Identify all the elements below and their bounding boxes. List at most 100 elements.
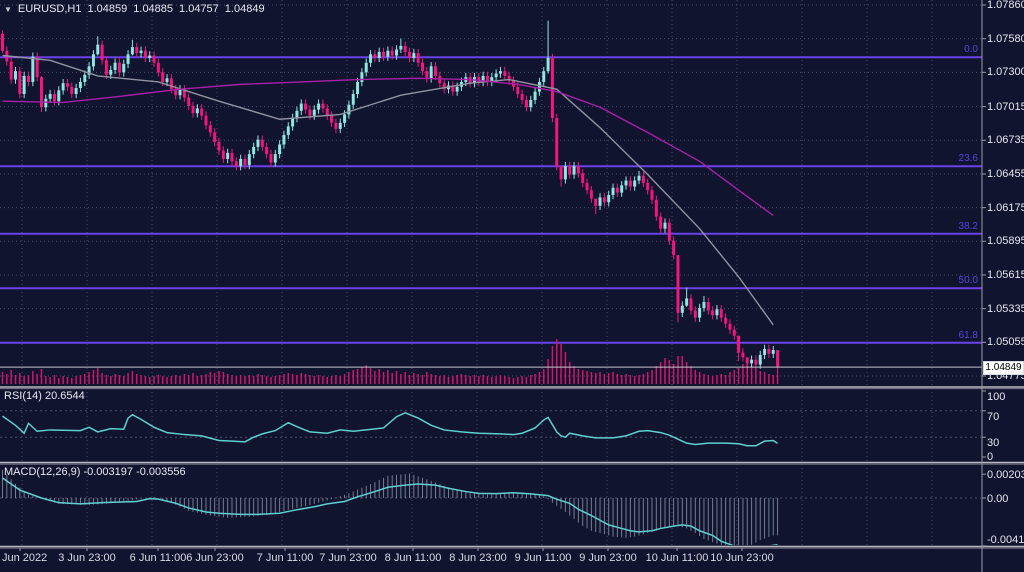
- candle-body: [680, 305, 684, 313]
- candle-body: [524, 99, 528, 108]
- volume-bar: [144, 376, 147, 384]
- candle-body: [334, 122, 338, 129]
- volume-bar: [564, 352, 567, 384]
- price-axis-label: 1.05335: [987, 302, 1024, 315]
- candle-body: [18, 71, 22, 94]
- volume-bar: [620, 375, 623, 384]
- volume-bar: [707, 375, 710, 384]
- candle-body: [208, 125, 212, 133]
- time-axis-label: 6 Jun 23:00: [186, 552, 244, 564]
- volume-bar: [642, 374, 645, 384]
- candle-body: [589, 190, 593, 199]
- volume-bar: [14, 375, 17, 384]
- volume-bar: [209, 372, 212, 384]
- volume-bar: [192, 373, 194, 384]
- volume-bar: [607, 373, 610, 384]
- ohlc-open: 1.04859: [87, 3, 128, 15]
- volume-bar: [10, 370, 12, 384]
- volume-bar: [555, 339, 558, 384]
- candle-body: [135, 47, 139, 54]
- volume-bar: [478, 376, 480, 384]
- candle-body: [217, 142, 221, 151]
- candle-body: [615, 187, 619, 193]
- volume-bar: [53, 375, 56, 384]
- volume-bar: [32, 371, 34, 384]
- candle-body: [442, 83, 446, 90]
- volume-bar: [252, 376, 255, 384]
- candle-body: [321, 103, 325, 109]
- candle-body: [724, 317, 728, 324]
- candle-body: [178, 89, 182, 96]
- volume-bar: [469, 376, 471, 384]
- candle-body: [273, 154, 277, 163]
- volume-bar: [330, 376, 333, 384]
- candle-body: [74, 87, 78, 94]
- volume-bar: [655, 366, 658, 384]
- volume-bar: [213, 373, 216, 384]
- candle-body: [702, 302, 706, 309]
- volume-bar: [594, 373, 597, 384]
- volume-bar: [711, 376, 714, 384]
- volume-bar: [339, 376, 341, 384]
- volume-bar: [525, 377, 528, 384]
- volume-bar: [352, 370, 354, 384]
- ohlc-header: ▼ EURUSD,H1 1.04859 1.04885 1.04757 1.04…: [4, 3, 265, 15]
- price-axis-label: 1.05055: [987, 336, 1024, 349]
- candle-body: [65, 83, 69, 87]
- candle-body: [260, 139, 264, 147]
- candle-body: [347, 104, 351, 115]
- candle-body: [113, 62, 117, 70]
- volume-bar: [71, 378, 73, 384]
- candle-body: [256, 139, 260, 147]
- candle-body: [57, 90, 61, 102]
- candle-body: [563, 166, 567, 180]
- price-axis-label: 1.05615: [987, 268, 1024, 281]
- volume-bar: [369, 368, 372, 384]
- volume-bar: [685, 362, 688, 384]
- candle-body: [286, 126, 290, 135]
- candle-body: [542, 71, 546, 82]
- candle-body: [771, 350, 775, 354]
- symbol-dropdown-icon[interactable]: ▼: [4, 4, 12, 14]
- volume-bar: [426, 372, 428, 384]
- volume-bar: [530, 375, 532, 384]
- price-axis-label: 1.06455: [987, 167, 1024, 180]
- volume-bar: [720, 374, 723, 384]
- candle-body: [537, 81, 541, 92]
- candle-body: [620, 185, 624, 193]
- volume-bar: [348, 372, 350, 384]
- candle-body: [308, 109, 312, 116]
- candle-body: [399, 45, 403, 50]
- candle-body: [200, 108, 204, 116]
- candle-body: [70, 86, 74, 94]
- candle-body: [767, 348, 771, 354]
- candle-body: [425, 71, 429, 79]
- volume-bar: [387, 370, 389, 384]
- volume-bar: [517, 377, 519, 384]
- time-axis-label: 6 Jun 11:00: [129, 552, 187, 564]
- volume-bar: [122, 376, 125, 384]
- volume-bar: [538, 372, 541, 384]
- volume-bar: [49, 377, 51, 384]
- candle-body: [745, 357, 749, 364]
- candle-body: [143, 50, 147, 58]
- candle-body: [706, 302, 710, 311]
- candle-body: [659, 216, 663, 229]
- volume-bar: [23, 376, 25, 384]
- candle-body: [22, 75, 26, 94]
- volume-bar: [40, 369, 43, 384]
- volume-bar: [58, 378, 60, 384]
- rsi-axis-label: 30: [987, 437, 1000, 450]
- volume-bar: [460, 374, 463, 384]
- candle-body: [416, 53, 420, 63]
- candle-body: [646, 182, 650, 191]
- volume-bar: [729, 372, 731, 384]
- volume-bar: [452, 376, 454, 384]
- candle-body: [148, 55, 152, 58]
- volume-bar: [534, 374, 536, 384]
- volume-bar: [200, 375, 203, 384]
- candle-body: [390, 50, 394, 56]
- price-axis-label: 1.06175: [987, 201, 1024, 214]
- rsi-axis-label: 100: [987, 391, 1006, 403]
